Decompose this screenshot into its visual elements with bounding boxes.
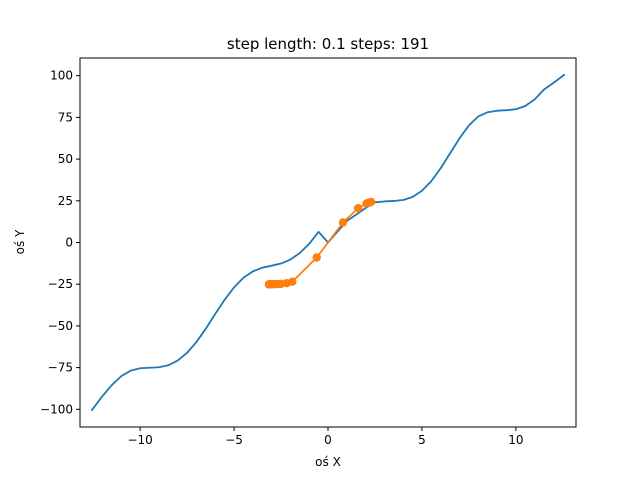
y-tick-label: 100: [50, 69, 73, 83]
y-axis-label: oś Y: [13, 229, 27, 254]
x-tick-label: −5: [225, 433, 243, 447]
path-point: [338, 218, 348, 227]
x-tick-label: −10: [127, 433, 152, 447]
x-axis: −10 −5 0 5 10: [127, 427, 524, 447]
y-axis: −100 −75 −50 −25 0 25 50 75 100: [40, 69, 80, 416]
path-point: [288, 277, 297, 286]
y-tick-label: 0: [65, 236, 73, 250]
x-axis-label: oś X: [315, 455, 341, 469]
y-tick-label: −25: [48, 277, 73, 291]
x-tick-label: 5: [418, 433, 426, 447]
path-point: [367, 197, 376, 207]
y-tick-label: 25: [58, 194, 73, 208]
path-point: [353, 203, 363, 213]
y-tick-label: −75: [48, 361, 73, 375]
y-tick-label: −50: [48, 319, 73, 333]
y-tick-label: 75: [58, 110, 73, 124]
chart-title: step length: 0.1 steps: 191: [227, 35, 429, 53]
plot-area: [90, 73, 566, 412]
x-tick-label: 10: [508, 433, 523, 447]
x-tick-label: 0: [324, 433, 332, 447]
y-tick-label: 50: [58, 152, 73, 166]
y-tick-label: −100: [40, 402, 73, 416]
path-point: [312, 253, 321, 262]
